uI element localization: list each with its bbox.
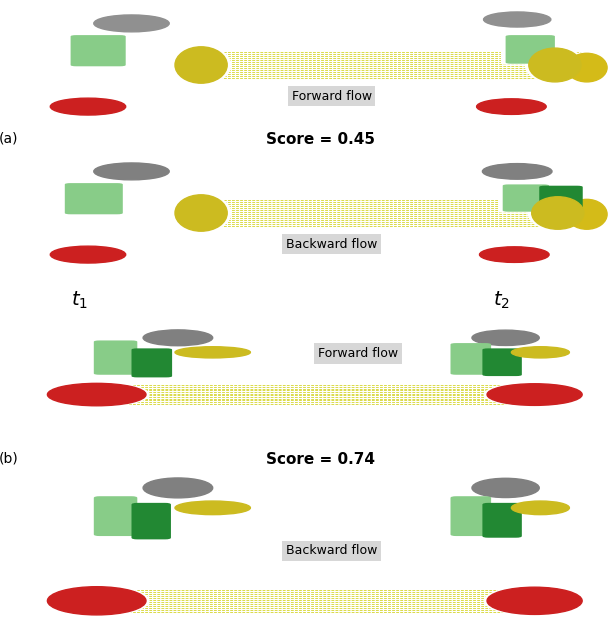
FancyBboxPatch shape [66,34,130,67]
Text: Score = 0.74: Score = 0.74 [266,451,375,467]
Ellipse shape [175,347,250,358]
Circle shape [472,478,539,498]
Ellipse shape [563,53,611,82]
FancyBboxPatch shape [498,183,554,213]
FancyBboxPatch shape [132,503,171,540]
FancyBboxPatch shape [127,501,176,541]
Circle shape [480,11,554,28]
FancyBboxPatch shape [70,35,125,67]
Circle shape [469,330,542,346]
Text: Score = 0.45: Score = 0.45 [266,131,375,146]
Circle shape [479,247,549,262]
FancyBboxPatch shape [502,184,549,212]
FancyBboxPatch shape [65,183,123,214]
Circle shape [47,245,129,264]
Ellipse shape [508,346,573,359]
Text: Forward flow: Forward flow [291,89,371,103]
Ellipse shape [563,198,611,230]
Circle shape [472,330,539,346]
Ellipse shape [171,46,231,84]
Circle shape [487,384,582,405]
FancyBboxPatch shape [127,347,177,378]
Circle shape [484,383,585,406]
Ellipse shape [567,199,607,230]
Ellipse shape [512,501,569,515]
Circle shape [47,586,146,615]
Circle shape [91,162,172,181]
Circle shape [140,477,215,499]
Text: $t_2$: $t_2$ [493,289,510,311]
Text: Backward flow: Backward flow [286,545,377,557]
Circle shape [47,98,129,115]
Circle shape [45,586,149,616]
Ellipse shape [171,346,254,359]
Circle shape [94,163,169,180]
Ellipse shape [525,48,584,82]
Ellipse shape [508,500,573,515]
Circle shape [140,329,215,346]
Circle shape [477,99,546,114]
Circle shape [143,478,213,498]
Circle shape [50,246,125,263]
FancyBboxPatch shape [501,34,559,65]
FancyBboxPatch shape [478,501,526,539]
FancyBboxPatch shape [94,340,137,375]
Circle shape [474,98,549,115]
FancyBboxPatch shape [60,182,127,216]
Circle shape [477,246,552,263]
Ellipse shape [175,195,227,231]
Circle shape [94,15,169,32]
Circle shape [482,164,552,179]
Ellipse shape [171,500,254,515]
Circle shape [487,587,582,614]
Text: Forward flow: Forward flow [318,347,398,360]
FancyBboxPatch shape [450,496,491,536]
FancyBboxPatch shape [535,184,588,216]
FancyBboxPatch shape [446,342,496,376]
Circle shape [484,586,585,615]
Circle shape [143,330,213,346]
FancyBboxPatch shape [89,495,142,538]
FancyBboxPatch shape [482,503,522,538]
Ellipse shape [171,194,231,232]
FancyBboxPatch shape [89,339,142,376]
FancyBboxPatch shape [446,495,496,538]
Ellipse shape [175,47,227,83]
Circle shape [483,12,551,27]
Text: (a): (a) [0,132,19,146]
Text: (b): (b) [0,452,19,466]
FancyBboxPatch shape [539,186,583,214]
Circle shape [479,163,555,180]
Ellipse shape [567,53,607,82]
FancyBboxPatch shape [132,348,172,377]
Text: $t_1$: $t_1$ [71,289,88,311]
Circle shape [469,477,542,498]
Circle shape [47,384,146,406]
Ellipse shape [528,196,588,230]
Circle shape [91,15,172,32]
Circle shape [50,98,125,115]
FancyBboxPatch shape [94,496,137,536]
FancyBboxPatch shape [506,35,555,63]
FancyBboxPatch shape [478,347,526,377]
Ellipse shape [532,197,584,230]
Ellipse shape [512,347,569,358]
Ellipse shape [175,501,250,515]
Ellipse shape [529,48,581,82]
FancyBboxPatch shape [482,348,522,376]
FancyBboxPatch shape [450,343,491,375]
Circle shape [45,383,149,406]
Text: Backward flow: Backward flow [286,238,377,250]
